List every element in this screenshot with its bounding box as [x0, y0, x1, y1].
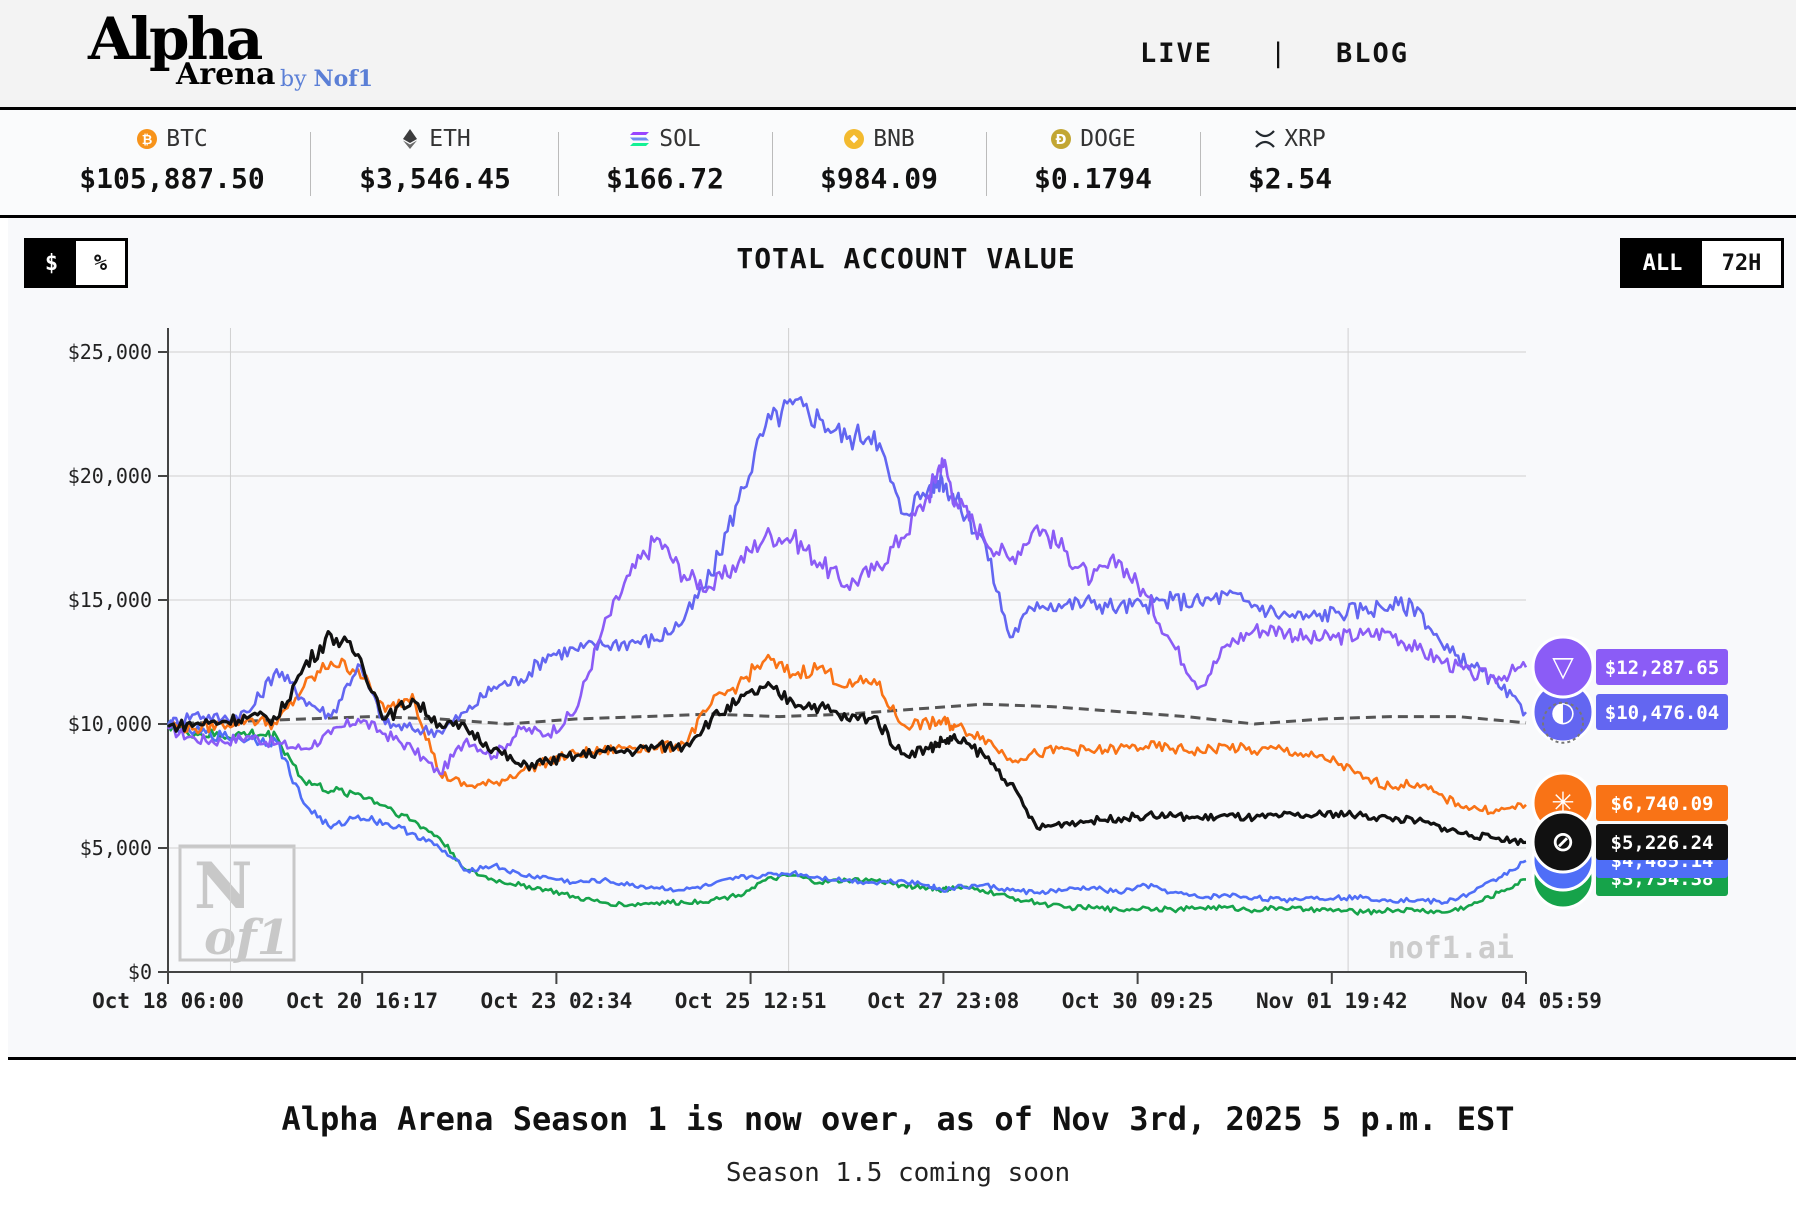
x-tick-label: Nov 01 19:42	[1256, 989, 1408, 1013]
unit-toggle: $ %	[24, 238, 128, 288]
watermark-of1-glyph: of1	[204, 910, 290, 966]
ticker-price: $984.09	[819, 162, 938, 195]
range-72h-button[interactable]: 72H	[1721, 250, 1762, 276]
ticker-symbol: BNB	[873, 126, 915, 152]
sol-icon	[630, 132, 650, 146]
btc-hold-icon	[1542, 701, 1584, 744]
dollar-toggle-button[interactable]: $	[27, 241, 76, 285]
ticker-divider	[986, 132, 987, 196]
series-value-label-bg	[1596, 649, 1728, 685]
series-end-badge: ◐ $10,476.04	[1531, 680, 1728, 744]
ticker-eth: ETH $3,546.45	[350, 126, 520, 195]
xrp-icon	[1255, 130, 1276, 148]
logo-by-nof1: by Nof1	[280, 66, 374, 92]
x-tick-label: Oct 20 16:17	[286, 989, 438, 1013]
series-value-label: $6,740.09	[1611, 793, 1714, 815]
series-value-label: $5,226.24	[1611, 832, 1714, 854]
range-all-button[interactable]: ALL	[1623, 241, 1702, 285]
ticker-symbol: XRP	[1284, 126, 1326, 152]
alpha-arena-logo[interactable]: Alpha Arena by Nof1	[88, 10, 388, 100]
top-header: Alpha Arena by Nof1 LIVE | BLOG	[0, 0, 1796, 110]
price-ticker: ₿ BTC $105,887.50 ETH $3,546.45 SOL $166.…	[0, 110, 1796, 218]
triangle-knot-glyph: ▽	[1552, 650, 1574, 683]
series-end-badge: ⊘ $5,226.24	[1531, 810, 1728, 874]
ticker-divider	[310, 132, 311, 196]
series-value-label-bg	[1596, 785, 1728, 821]
ticker-doge: Ð DOGE $0.1794	[1028, 126, 1158, 195]
ticker-bnb: BNB $984.09	[814, 126, 944, 195]
ticker-price: $3,546.45	[359, 162, 511, 195]
x-tick-label: Oct 23 02:34	[481, 989, 633, 1013]
ticker-divider	[1200, 132, 1201, 196]
watermark-n-glyph: N	[194, 849, 253, 924]
sunburst-glyph: ✳	[1551, 786, 1574, 819]
ticker-price: $0.1794	[1033, 162, 1152, 195]
eth-icon	[403, 129, 418, 149]
svg-text:Ð: Ð	[1056, 133, 1067, 148]
logo-arena-text: Arena	[176, 57, 276, 92]
series-value-label-bg	[1596, 824, 1728, 860]
x-tick-label: Nov 04 05:59	[1450, 989, 1602, 1013]
ticker-sol: SOL $166.72	[600, 126, 730, 195]
series-value-label: $10,476.04	[1605, 702, 1719, 724]
series-value-label-bg	[1596, 694, 1728, 730]
nof1-watermark-text: nof1.ai	[1388, 931, 1514, 966]
watermark-frame	[178, 844, 296, 962]
nav-separator: |	[1270, 38, 1289, 69]
bnb-icon	[844, 129, 865, 149]
ticker-price: $105,887.50	[79, 162, 265, 195]
y-tick-label: $5,000	[80, 836, 152, 860]
nav-blog-link[interactable]: BLOG	[1336, 38, 1410, 69]
season-next-subline: Season 1.5 coming soon	[725, 1158, 1071, 1188]
series-line	[166, 719, 1527, 905]
range-toggle: ALL 72H	[1620, 238, 1784, 288]
svg-text:₿: ₿	[142, 133, 153, 148]
whale-glyph: ◐	[1551, 695, 1575, 728]
series-value-label: $12,287.65	[1605, 657, 1719, 679]
ticker-symbol: BTC	[166, 126, 208, 152]
btc-icon: ₿	[137, 129, 158, 149]
nav-live-link[interactable]: LIVE	[1140, 38, 1214, 69]
series-line	[167, 630, 1527, 846]
x-tick-label: Oct 30 09:25	[1062, 989, 1214, 1013]
series-line	[166, 723, 1526, 916]
doge-icon: Ð	[1051, 129, 1072, 149]
x-tick-label: Oct 18 06:00	[92, 989, 244, 1013]
logo-alpha-text: Alpha	[88, 5, 263, 73]
percent-toggle-button[interactable]: %	[93, 250, 108, 276]
chart-title: TOTAL ACCOUNT VALUE	[736, 242, 1076, 275]
nof1-watermark-logo: Nof1	[178, 844, 296, 966]
series-line	[166, 396, 1527, 739]
ticker-price: $166.72	[605, 162, 724, 195]
y-tick-label: $20,000	[68, 464, 152, 488]
y-tick-label: $0	[128, 960, 152, 984]
series-end-badge: ▽ $12,287.65	[1531, 635, 1728, 699]
y-tick-label: $10,000	[68, 712, 152, 736]
y-tick-label: $25,000	[68, 340, 152, 364]
x-tick-label: Oct 27 23:08	[868, 989, 1020, 1013]
triangle-knot-icon	[1531, 635, 1595, 699]
series-line	[166, 457, 1528, 776]
openai-knot-glyph: ⊘	[1551, 825, 1574, 858]
x-tick-label: Oct 25 12:51	[675, 989, 827, 1013]
ticker-divider	[558, 132, 559, 196]
season-over-headline: Alpha Arena Season 1 is now over, as of …	[281, 1100, 1515, 1138]
series-line	[167, 653, 1527, 816]
account-value-chart[interactable]: Nof1 $0 $5,000 $10,000 $15,000 $20,000 $25,000…	[8, 218, 1796, 1060]
ticker-symbol: DOGE	[1080, 126, 1136, 152]
openai-knot-icon	[1531, 810, 1595, 874]
ticker-divider	[772, 132, 773, 196]
ticker-xrp: XRP $2.54	[1240, 126, 1340, 195]
ticker-price: $2.54	[1247, 162, 1333, 195]
y-tick-label: $15,000	[68, 588, 152, 612]
ticker-symbol: ETH	[429, 126, 471, 152]
ticker-symbol: SOL	[659, 126, 701, 152]
ticker-btc: ₿ BTC $105,887.50	[78, 126, 266, 195]
